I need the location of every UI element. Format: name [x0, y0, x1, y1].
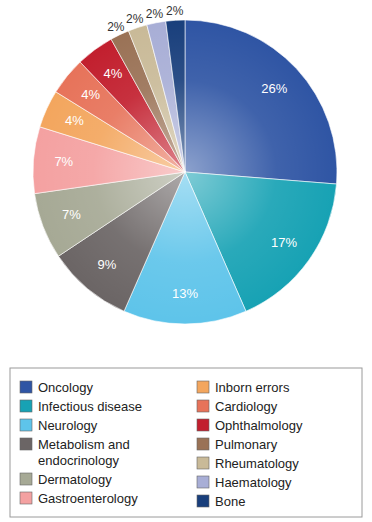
- legend-swatch: [20, 381, 32, 393]
- chart-container: 26%17%13%9%7%7%4%4%4%2%2%2%2%OncologyInf…: [0, 0, 372, 522]
- legend-label: Cardiology: [215, 399, 278, 414]
- legend-swatch: [197, 495, 209, 507]
- legend: Oncology Infectious disease Neurology Metab…: [10, 368, 362, 517]
- legend-swatch: [197, 381, 209, 393]
- pie-slice: [166, 20, 185, 172]
- legend-label: Rheumatology: [215, 456, 299, 471]
- legend-swatch: [197, 476, 209, 488]
- legend-swatch: [20, 400, 32, 412]
- data-label: 4%: [104, 66, 123, 81]
- legend-swatch: [20, 473, 32, 485]
- data-label: 2%: [107, 20, 125, 34]
- legend-label: Ophthalmology: [215, 418, 303, 433]
- slices: [33, 20, 337, 324]
- pie-chart: 26%17%13%9%7%7%4%4%4%2%2%2%2%OncologyInf…: [0, 0, 372, 522]
- legend-box: [10, 368, 362, 517]
- legend-swatch: [20, 419, 32, 431]
- data-label: 4%: [81, 87, 100, 102]
- legend-label: Infectious disease: [38, 399, 142, 414]
- pie-shine: [33, 20, 337, 324]
- legend-swatch: [197, 400, 209, 412]
- legend-label: Haematology: [215, 475, 292, 490]
- legend-label: Inborn errors: [215, 380, 290, 395]
- data-labels: 26%17%13%9%7%7%4%4%4%2%2%2%2%: [54, 4, 297, 300]
- legend-label: Gastroenterology: [38, 491, 138, 506]
- legend-swatch: [20, 492, 32, 504]
- legend-label: Pulmonary: [215, 437, 278, 452]
- data-label: 7%: [54, 154, 73, 169]
- legend-label: Dermatology: [38, 472, 112, 487]
- legend-swatch: [197, 438, 209, 450]
- data-label: 2%: [146, 7, 164, 21]
- data-label: 2%: [126, 12, 144, 26]
- legend-swatch: [20, 438, 32, 450]
- data-label: 4%: [65, 113, 84, 128]
- legend-label: Oncology: [38, 380, 93, 395]
- data-label: 13%: [172, 286, 198, 301]
- legend-swatch: [197, 457, 209, 469]
- data-label: 7%: [62, 207, 81, 222]
- data-label: 9%: [97, 257, 116, 272]
- legend-label: Neurology: [38, 418, 98, 433]
- data-label: 17%: [271, 235, 297, 250]
- legend-label: Bone: [215, 494, 245, 509]
- data-label: 26%: [261, 81, 287, 96]
- legend-swatch: [197, 419, 209, 431]
- data-label: 2%: [166, 4, 184, 18]
- legend-label: Metabolism andendocrinology: [38, 437, 130, 468]
- pie-slice: [185, 20, 337, 184]
